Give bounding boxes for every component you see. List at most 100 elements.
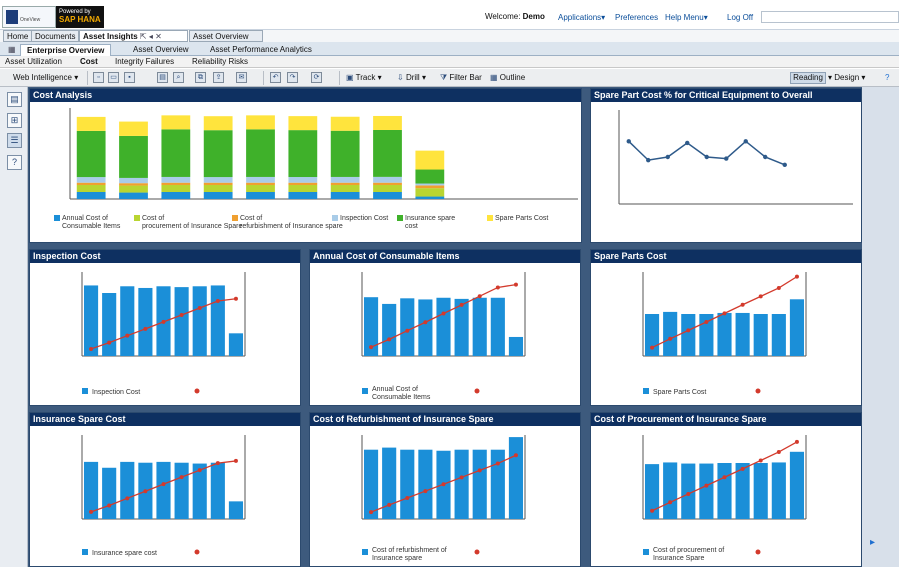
tab-asset-overview[interactable]: Asset Overview	[189, 30, 263, 42]
legend-label: Spare Parts Cost	[495, 215, 548, 222]
filter-bar-button[interactable]: ⧩ Filter Bar	[440, 73, 482, 83]
stacked-bar-segment	[288, 192, 318, 199]
tab-asset-utilization[interactable]: Asset Utilization	[5, 57, 62, 66]
save-icon[interactable]: ▪	[124, 72, 135, 83]
bar	[789, 299, 805, 356]
legend-swatch	[194, 549, 200, 555]
redo-icon[interactable]: ↷	[287, 72, 298, 83]
cumulative-point	[477, 294, 482, 299]
outline-button[interactable]: ▦ Outline	[490, 73, 525, 82]
bar	[735, 463, 750, 519]
legend-label: Annual Cost of Consumable Items	[372, 386, 431, 401]
chart-svg: Inspection Cost	[81, 272, 246, 396]
bar	[789, 451, 805, 519]
legend-swatch	[82, 549, 88, 555]
bar	[508, 437, 524, 519]
tab-integrity-failures[interactable]: Integrity Failures	[115, 57, 175, 66]
export-icon[interactable]: ⇪	[213, 72, 224, 83]
report-grid-icon[interactable]: ▦	[8, 45, 16, 54]
stacked-bar-segment	[415, 183, 445, 186]
print-icon[interactable]: ▤	[157, 72, 168, 83]
bar	[228, 333, 244, 356]
legend-label: Insurance spare cost	[92, 550, 157, 557]
find-icon[interactable]: ⌕	[173, 72, 184, 83]
new-document-icon[interactable]: ▫	[93, 72, 104, 83]
stacked-bar-segment	[203, 177, 233, 183]
tab-asset-insights[interactable]: Asset Insights ⇱ ◂ ✕	[79, 30, 188, 42]
tab-controls-icon[interactable]: ⇱ ◂ ✕	[139, 32, 162, 41]
bar	[120, 286, 135, 356]
cumulative-point	[161, 482, 166, 487]
toolbar-separator	[339, 71, 340, 85]
data-point	[743, 139, 748, 144]
preferences-link[interactable]: Preferences	[615, 13, 659, 22]
stacked-bar-segment	[246, 182, 275, 185]
legend-swatch	[362, 549, 368, 555]
user-prompt-icon[interactable]: ?	[7, 155, 22, 170]
cumulative-point	[704, 483, 709, 488]
log-off-link[interactable]: Log Off	[727, 13, 754, 22]
stacked-bar-segment	[119, 177, 148, 184]
tab-asset-performance-analytics[interactable]: Asset Performance Analytics	[210, 45, 312, 54]
drill-icon: ⇩	[397, 73, 404, 82]
cumulative-point	[758, 294, 763, 299]
drill-label: Drill	[405, 73, 420, 82]
tab-reliability-risks[interactable]: Reliability Risks	[192, 57, 249, 66]
search-input[interactable]	[761, 11, 899, 23]
stacked-bar-segment	[288, 185, 318, 192]
bar	[508, 336, 524, 356]
web-intelligence-menu[interactable]: Web Intelligence ▾	[13, 73, 78, 82]
bar	[490, 297, 505, 356]
outline-icon: ▦	[490, 73, 498, 82]
stacked-bar-segment	[415, 188, 445, 197]
drill-button[interactable]: ⇩ Drill ▾	[397, 73, 426, 82]
email-icon[interactable]: ✉	[236, 72, 247, 83]
applications-menu[interactable]: Applications▾	[558, 13, 605, 22]
outline-label: Outline	[499, 73, 526, 82]
navigation-map-icon[interactable]: ⊞	[7, 113, 22, 128]
legend-label-line: Spare Parts Cost	[495, 215, 548, 222]
stacked-bar-segment	[373, 115, 402, 130]
data-point	[626, 139, 631, 144]
legend-label-line: Consumable Items	[372, 394, 431, 401]
undo-icon[interactable]: ↶	[270, 72, 281, 83]
bar	[663, 311, 678, 356]
help-icon[interactable]: ?	[885, 73, 890, 82]
input-controls-icon[interactable]: ☰	[7, 133, 22, 148]
cost-analysis-panel: Cost Analysis Annual Cost of Consumable It…	[29, 88, 582, 243]
stacked-bar-segment	[373, 176, 402, 183]
open-folder-icon[interactable]: ▭	[108, 72, 119, 83]
procurement-panel: Cost of Procurement of Insurance Spare Co…	[590, 412, 862, 567]
tab-enterprise-overview[interactable]: Enterprise Overview	[20, 44, 112, 56]
reading-mode-button[interactable]: Reading	[790, 72, 826, 84]
inspection-cost-panel: Inspection Cost Inspection Cost	[29, 249, 301, 406]
report-tab-bar	[0, 42, 899, 56]
insurance-spare-panel: Insurance Spare Cost Insurance spare cost	[29, 412, 301, 567]
track-button[interactable]: ▣ Track ▾	[346, 73, 382, 82]
tab-home[interactable]: Home	[3, 30, 33, 42]
refresh-icon[interactable]: ⟳	[311, 72, 322, 83]
panel-title: Cost Analysis	[30, 89, 581, 102]
help-menu[interactable]: Help Menu▾	[665, 13, 708, 22]
tab-documents[interactable]: Documents	[31, 30, 80, 42]
legend-label: Annual Cost of Consumable Items	[62, 215, 121, 230]
tab-cost[interactable]: Cost	[80, 57, 98, 66]
stacked-bar-segment	[373, 185, 402, 192]
cumulative-point	[423, 320, 428, 325]
legend-label-line: Annual Cost of	[62, 215, 108, 222]
legend-label-line: Inspection Cost	[340, 215, 388, 222]
stacked-bar-segment	[415, 185, 445, 189]
bar	[382, 447, 397, 519]
legend-label-line: Consumable Items	[62, 223, 121, 230]
bar	[472, 297, 487, 356]
cumulative-point	[776, 449, 781, 454]
design-mode-button[interactable]: ▾ Design ▾	[828, 73, 865, 82]
copy-icon[interactable]: ⧉	[195, 72, 206, 83]
tab-report-asset-overview[interactable]: Asset Overview	[133, 45, 189, 54]
bar	[735, 312, 750, 356]
next-page-icon[interactable]: ▸	[870, 537, 876, 548]
stacked-bar-segment	[246, 185, 275, 192]
stacked-bar-segment	[203, 185, 233, 192]
document-summary-icon[interactable]: ▤	[7, 92, 22, 107]
chart-svg: Cost of procurement of Insurance Spare	[642, 435, 807, 562]
